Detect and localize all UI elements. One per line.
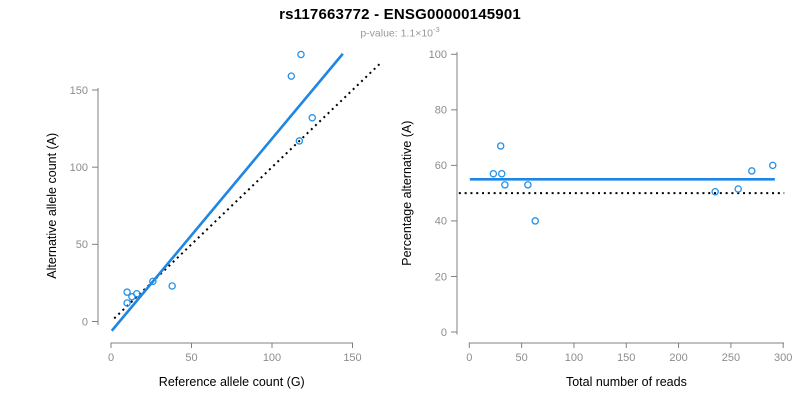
y-axis-tick-label: 100 [70, 162, 88, 174]
data-point [496, 142, 505, 150]
fit-line [110, 52, 344, 332]
x-axis-tick-label: 50 [515, 352, 527, 364]
data-point [497, 169, 506, 178]
data-point [711, 188, 719, 196]
plot-subtitle: p-value: 1.1×10-3 [0, 25, 800, 40]
pvalue-exponent: -3 [433, 25, 440, 34]
x-axis-tick-label: 50 [185, 352, 197, 364]
data-point [123, 299, 131, 307]
data-point [133, 289, 141, 298]
data-point [768, 161, 777, 170]
y-axis-tick-label: 100 [429, 49, 447, 61]
y-axis-tick-label: 60 [435, 160, 447, 172]
data-point [531, 217, 539, 225]
pvalue-mantissa: 1.1 [400, 27, 416, 40]
x-axis-tick-label: 150 [343, 352, 361, 364]
x-axis-tick-label: 150 [617, 352, 635, 364]
x-axis-title: Reference allele count (G) [159, 375, 305, 389]
x-axis-tick-label: 0 [108, 352, 114, 364]
x-axis-tick-label: 300 [774, 352, 792, 364]
data-point [168, 282, 176, 290]
x-axis-tick-label: 250 [722, 352, 740, 364]
data-point [123, 288, 131, 296]
pvalue-times-base: ×10 [415, 27, 434, 40]
y-axis-tick-label: 40 [435, 216, 447, 228]
pvalue-prefix: p-value: [360, 27, 401, 40]
data-point [308, 114, 316, 122]
y-axis-tick-label: 0 [441, 327, 447, 339]
data-point [501, 181, 509, 189]
data-point [524, 181, 532, 189]
x-axis-tick-label: 200 [669, 352, 687, 364]
y-axis-tick-label: 150 [70, 85, 88, 97]
data-point [489, 169, 498, 178]
data-point [295, 137, 304, 145]
plot-title: rs117663772 - ENSG00000145901 [279, 6, 521, 23]
data-point [287, 72, 296, 80]
x-axis-tick-label: 100 [263, 352, 281, 364]
y-axis-title: Alternative allele count (A) [45, 133, 59, 279]
data-point [297, 50, 305, 59]
data-point [748, 167, 756, 175]
y-axis-tick-label: 0 [82, 316, 88, 328]
data-point [149, 277, 157, 286]
x-axis-tick-label: 0 [466, 352, 472, 364]
y-axis-title: Percentage alternative (A) [400, 121, 414, 266]
x-axis-tick-label: 100 [565, 352, 583, 364]
y-axis-tick-label: 50 [76, 239, 88, 251]
y-axis-tick-label: 20 [435, 271, 447, 283]
data-point [734, 185, 742, 193]
y-axis-tick-label: 80 [435, 105, 447, 117]
x-axis-title: Total number of reads [566, 375, 687, 389]
